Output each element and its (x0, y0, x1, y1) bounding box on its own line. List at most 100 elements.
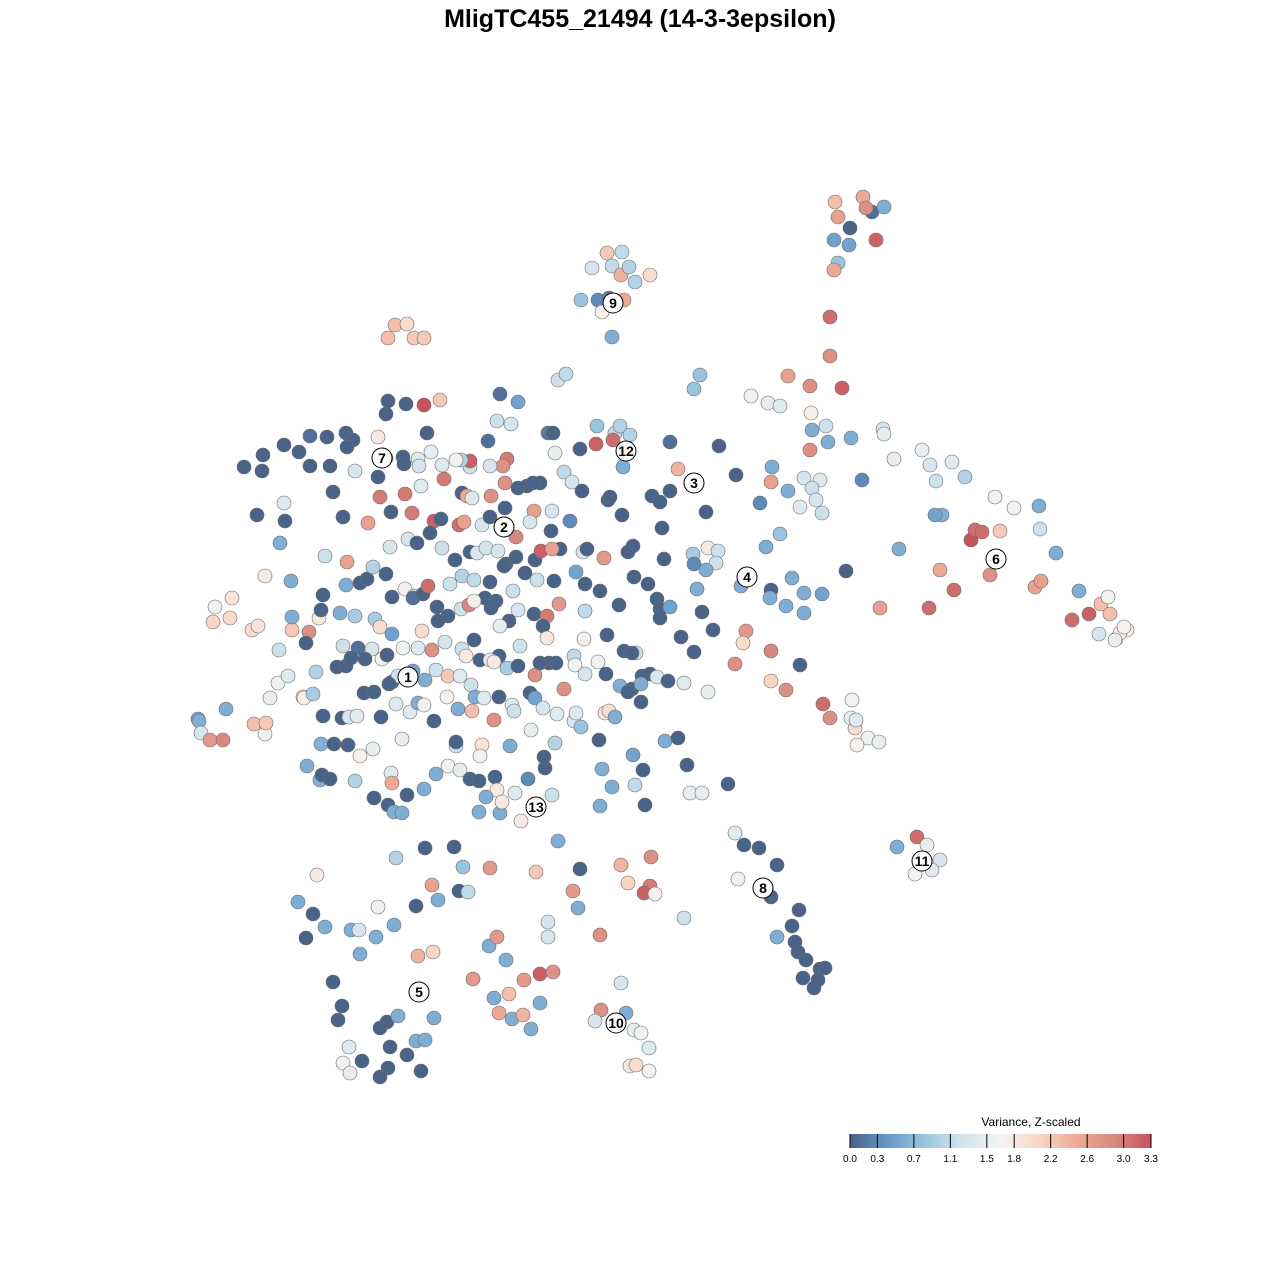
data-point (698, 562, 714, 578)
data-point (379, 647, 395, 663)
data-point (830, 209, 846, 225)
data-point (558, 366, 574, 382)
data-point (338, 577, 354, 593)
data-point (483, 488, 499, 504)
data-point (784, 570, 800, 586)
data-point (662, 599, 678, 615)
data-point (378, 406, 394, 422)
data-point (486, 990, 502, 1006)
data-point (277, 513, 293, 529)
data-point (276, 495, 292, 511)
color-legend: Variance, Z-scaled 0.0 0.3 0.7 1.1 1.5 1.8 2.2… (843, 1115, 1158, 1165)
data-point (523, 722, 539, 738)
data-point (426, 713, 442, 729)
data-point (384, 589, 400, 605)
data-point (814, 505, 830, 521)
data-point (1031, 498, 1047, 514)
data-point (410, 640, 426, 656)
data-point (992, 523, 1008, 539)
data-point (460, 884, 476, 900)
cluster-label-text: 8 (759, 880, 767, 896)
cluster-label: 1 (397, 666, 419, 688)
data-point (482, 574, 498, 590)
data-point (455, 859, 471, 875)
data-point (258, 715, 274, 731)
data-point (849, 737, 865, 753)
data-point (1107, 632, 1123, 648)
data-point (796, 605, 812, 621)
data-point (416, 397, 432, 413)
data-point (1100, 589, 1116, 605)
data-point (841, 237, 857, 253)
data-point (686, 556, 702, 572)
data-point (349, 708, 365, 724)
data-point (471, 804, 487, 820)
data-point (727, 825, 743, 841)
data-point (414, 623, 430, 639)
data-point (796, 470, 812, 486)
data-point (465, 971, 481, 987)
data-point (727, 656, 743, 672)
data-point (914, 442, 930, 458)
data-point (803, 405, 819, 421)
data-point (482, 458, 498, 474)
data-point (510, 658, 526, 674)
data-point (302, 428, 318, 444)
data-point (466, 632, 482, 648)
cluster-label-circle (683, 472, 705, 494)
data-point (383, 504, 399, 520)
data-point (330, 1012, 346, 1028)
data-point (507, 785, 523, 801)
points-layer (190, 189, 1135, 1085)
data-point (627, 274, 643, 290)
data-point (482, 509, 498, 525)
data-point (670, 730, 686, 746)
data-point (382, 539, 398, 555)
data-point (1033, 573, 1049, 589)
data-point (503, 416, 519, 432)
data-point (342, 1065, 358, 1081)
data-point (218, 701, 234, 717)
cluster-label-text: 3 (690, 475, 698, 491)
data-point (780, 368, 796, 384)
data-point (1102, 606, 1118, 622)
data-point (694, 785, 710, 801)
data-point (1032, 521, 1048, 537)
cluster-label-text: 10 (608, 1015, 624, 1031)
data-point (357, 651, 373, 667)
data-point (448, 452, 464, 468)
data-point (408, 898, 424, 914)
cluster-label-circle (736, 566, 758, 588)
data-point (730, 871, 746, 887)
data-point (433, 511, 449, 527)
data-point (848, 712, 864, 728)
data-point (932, 852, 948, 868)
data-point (447, 552, 463, 568)
data-point (568, 564, 584, 580)
data-point (814, 586, 830, 602)
data-point (795, 970, 811, 986)
data-point (394, 731, 410, 747)
data-point (476, 690, 492, 706)
data-point (523, 1021, 539, 1037)
data-point (429, 599, 445, 615)
data-point (489, 929, 505, 945)
data-point (215, 732, 231, 748)
cluster-label-text: 5 (415, 984, 423, 1000)
cluster-label: 11 (911, 850, 933, 872)
data-point (395, 640, 411, 656)
data-point (390, 1008, 406, 1024)
data-point (380, 330, 396, 346)
data-point (526, 606, 542, 622)
data-point (384, 775, 400, 791)
data-point (842, 220, 858, 236)
data-point (372, 489, 388, 505)
data-point (522, 514, 538, 530)
data-point (308, 664, 324, 680)
data-point (398, 396, 414, 412)
data-point (299, 758, 315, 774)
data-point (592, 798, 608, 814)
data-point (384, 626, 400, 642)
data-point (652, 494, 668, 510)
